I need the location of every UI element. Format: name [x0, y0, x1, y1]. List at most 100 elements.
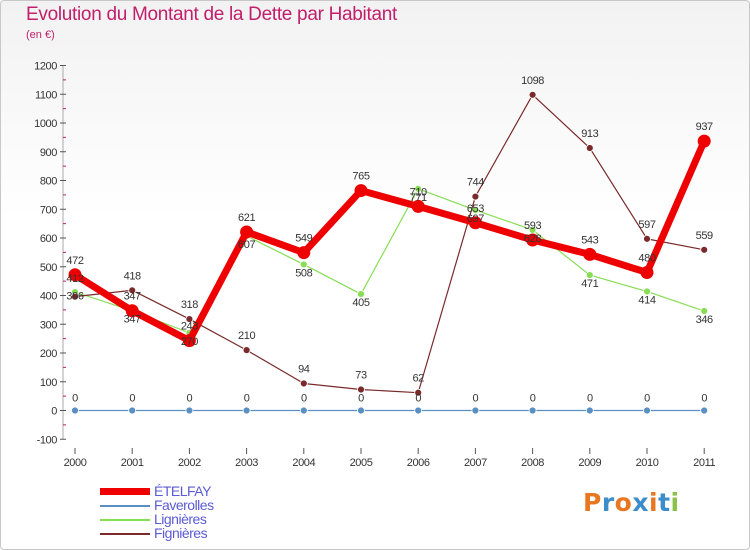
data-label-fignieres: 418 [124, 270, 141, 282]
data-label-fignieres: 210 [238, 330, 255, 342]
legend-item-faverolles: Faverolles [100, 497, 300, 513]
legend-label-lignieres: Lignières [154, 511, 207, 527]
logo-letter: P [583, 488, 602, 517]
legend-label-fignieres: Fignières [154, 525, 208, 541]
data-point-fignieres [242, 346, 251, 355]
data-label-lignieres: 346 [696, 314, 713, 326]
y-tick-label: 700 [40, 204, 57, 216]
data-label-etelfay: 347 [124, 291, 141, 303]
data-point-etelfay [68, 268, 82, 282]
legend-label-faverolles: Faverolles [154, 497, 214, 513]
data-label-etelfay: 937 [696, 121, 713, 133]
data-point-faverolles [414, 406, 423, 415]
data-point-fignieres [700, 245, 709, 254]
legend-item-fignieres: Fignières [100, 525, 300, 541]
legend-item-etelfay: ÉTELFAY [100, 483, 300, 499]
data-point-faverolles [528, 406, 537, 415]
y-tick-label: 1100 [35, 89, 57, 101]
logo-letter: i [670, 488, 680, 517]
data-point-faverolles [185, 406, 194, 415]
data-label-etelfay: 243 [181, 321, 198, 333]
data-label-faverolles: 0 [701, 393, 707, 405]
data-label-lignieres: 414 [638, 294, 655, 306]
x-tick-label: 2000 [64, 457, 87, 469]
data-label-fignieres: 73 [355, 370, 367, 382]
x-tick-label: 2011 [693, 457, 715, 469]
data-point-faverolles [700, 406, 709, 415]
data-label-fignieres: 94 [298, 363, 310, 375]
data-label-lignieres: 771 [410, 192, 427, 204]
y-tick-label: 400 [40, 291, 57, 303]
legend-swatch-faverolles [100, 505, 150, 507]
data-label-etelfay: 710 [410, 186, 427, 198]
legend-swatch-lignieres [100, 519, 150, 521]
legend-swatch-fignieres [100, 533, 150, 535]
data-point-faverolles [471, 406, 480, 415]
data-label-lignieres: 471 [581, 278, 598, 290]
y-tick-label: -100 [37, 434, 58, 446]
data-point-etelfay [297, 246, 311, 260]
data-point-lignieres [528, 226, 537, 234]
data-point-etelfay [354, 184, 368, 198]
data-label-faverolles: 0 [187, 393, 193, 405]
logo-letter: t [658, 488, 671, 517]
data-label-faverolles: 0 [244, 393, 250, 405]
data-point-fignieres [528, 90, 537, 99]
data-point-etelfay [240, 225, 254, 239]
x-tick-label: 2001 [121, 457, 144, 469]
chart-subtitle: (en €) [26, 29, 55, 41]
legend: ÉTELFAY Faverolles Lignières Fignières [100, 483, 300, 541]
data-point-faverolles [128, 406, 137, 415]
data-point-faverolles [357, 406, 365, 415]
data-point-etelfay [125, 304, 139, 318]
data-point-fignieres [71, 292, 79, 301]
x-tick-label: 2010 [636, 457, 659, 469]
data-point-fignieres [299, 379, 308, 388]
data-label-lignieres: 412 [66, 273, 83, 285]
data-point-etelfay [697, 134, 711, 148]
series-line-fignieres [74, 94, 705, 394]
y-tick-label: 800 [40, 176, 57, 188]
data-label-fignieres: 1098 [521, 75, 544, 87]
data-label-faverolles: 0 [473, 393, 479, 405]
logo-letter: i [649, 488, 659, 517]
data-label-lignieres: 347 [124, 314, 141, 326]
y-tick-label: 500 [40, 262, 57, 274]
data-point-fignieres [643, 234, 651, 243]
y-tick-label: 0 [51, 406, 57, 418]
data-label-fignieres: 318 [181, 299, 198, 311]
data-label-etelfay: 543 [581, 234, 598, 246]
data-label-faverolles: 0 [530, 393, 536, 405]
data-label-fignieres: 913 [581, 128, 598, 140]
y-tick-label: 200 [40, 348, 57, 360]
data-point-lignieres [414, 184, 423, 193]
data-label-lignieres: 405 [352, 297, 369, 309]
data-point-fignieres [128, 286, 137, 295]
data-point-etelfay [411, 199, 425, 213]
x-tick-label: 2008 [521, 457, 544, 469]
data-point-etelfay [526, 233, 540, 247]
data-point-lignieres [643, 287, 651, 296]
y-tick-label: 900 [40, 147, 57, 159]
data-label-lignieres: 607 [238, 239, 255, 251]
data-label-fignieres: 62 [412, 373, 424, 385]
x-tick-label: 2009 [578, 457, 601, 469]
data-label-fignieres: 396 [66, 291, 83, 303]
data-label-faverolles: 0 [587, 393, 593, 405]
data-label-lignieres: 270 [181, 336, 198, 348]
data-point-faverolles [585, 406, 594, 415]
legend-swatch-etelfay [100, 488, 150, 495]
data-label-etelfay: 653 [467, 203, 484, 215]
data-point-fignieres [185, 315, 194, 323]
data-point-fignieres [357, 385, 365, 394]
x-tick-label: 2002 [178, 457, 201, 469]
y-tick-label: 1000 [34, 118, 57, 130]
data-label-faverolles: 0 [129, 393, 135, 405]
data-label-faverolles: 0 [644, 393, 650, 405]
data-label-etelfay: 593 [524, 220, 541, 232]
data-point-fignieres [414, 388, 423, 397]
proxiti-logo: Proxiti [583, 488, 680, 517]
data-label-fignieres: 744 [467, 177, 484, 189]
data-label-etelfay: 765 [352, 171, 369, 183]
